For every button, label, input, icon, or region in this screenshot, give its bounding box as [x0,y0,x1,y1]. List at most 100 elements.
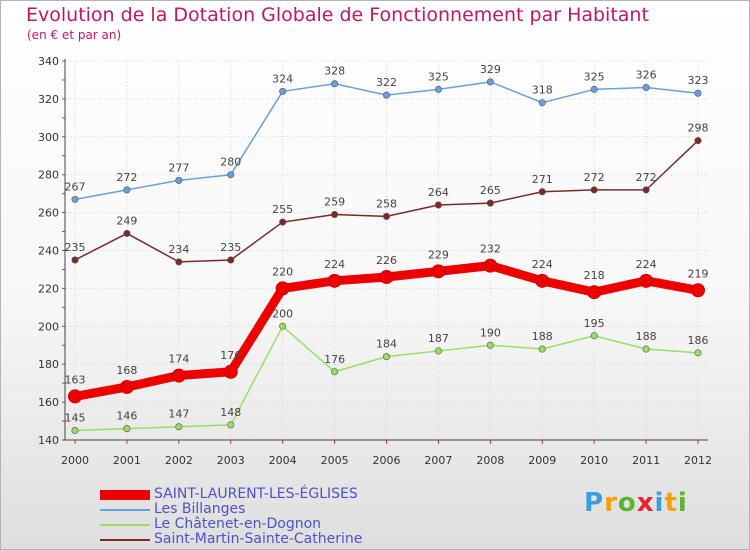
data-point [590,85,598,93]
data-point [434,201,442,209]
data-point [691,283,705,298]
data-label: 318 [532,84,553,97]
data-label: 176 [220,349,241,362]
x-tick-label: 2011 [632,454,660,467]
legend-swatch [100,539,150,541]
data-point [175,423,183,431]
data-point [227,421,235,429]
data-point [175,176,183,184]
legend-label: Saint-Martin-Sainte-Catherine [154,531,363,547]
x-tick-label: 2006 [373,454,401,467]
y-tick-label: 220 [38,282,59,295]
data-label: 188 [636,330,657,343]
x-tick-label: 2008 [476,454,504,467]
data-label: 326 [636,69,657,82]
data-label: 271 [532,173,553,186]
axes [62,59,708,444]
data-point [642,84,650,92]
data-label: 186 [688,334,709,347]
data-label: 272 [636,171,657,184]
data-label: 235 [65,241,86,254]
data-point [486,78,494,86]
x-tick-label: 2000 [61,454,89,467]
data-label: 329 [480,63,501,76]
data-point [331,368,339,376]
data-label: 280 [220,156,241,169]
data-point [275,281,290,296]
data-label: 322 [376,76,397,89]
x-tick-label: 2005 [321,454,349,467]
y-tick-label: 240 [38,245,59,258]
logo-letter: o [617,488,637,518]
x-tick-label: 2003 [217,454,245,467]
data-label: 325 [428,70,449,83]
grid-lines [65,60,708,441]
data-label: 195 [584,317,605,330]
y-tick-label: 180 [38,358,59,371]
data-label: 298 [688,122,709,135]
data-label: 163 [65,373,86,386]
data-label: 259 [324,195,345,208]
legend-label: Les Billanges [154,501,246,517]
data-label: 255 [272,203,293,216]
data-point [587,285,602,300]
data-label: 235 [220,241,241,254]
data-label: 190 [480,326,501,339]
legend-swatch [100,509,150,511]
data-label: 168 [116,364,137,377]
data-label: 229 [428,248,449,261]
legend-swatch [100,490,150,500]
data-label: 174 [168,353,189,366]
data-point [639,273,654,288]
data-label: 232 [480,243,501,256]
x-tick-label: 2001 [113,454,141,467]
data-point [379,270,394,285]
legend-label: SAINT-LAURENT-LES-ÉGLISES [154,486,358,502]
data-point [694,137,702,145]
data-point [382,212,390,220]
series-1: 267 272 277 280 324 328 322 325 329 318 325 326 323 [65,63,709,203]
x-tick-label: 2010 [580,454,608,467]
legend-label: Le Châtenet-en-Dognon [154,516,322,532]
logo-letter: t [664,488,678,518]
data-point [694,89,702,97]
data-point [535,273,550,288]
data-label: 323 [688,74,709,87]
data-point [590,186,598,194]
y-tick-label: 340 [38,55,59,68]
data-point [227,256,235,264]
data-point [119,379,134,394]
logo-letter: x [636,488,655,518]
logo-letter: P [584,488,605,518]
data-label: 188 [532,330,553,343]
data-label: 187 [428,332,449,345]
data-point [486,199,494,207]
data-point [538,188,546,196]
x-tick-label: 2007 [424,454,452,467]
data-point [694,349,702,357]
x-tick-label: 2009 [528,454,556,467]
x-tick-label: 2002 [165,454,193,467]
data-label: 325 [584,70,605,83]
data-point [382,353,390,361]
data-point [434,347,442,355]
data-label: 328 [324,65,345,78]
data-point [227,171,235,179]
data-point [590,332,598,340]
data-point [382,91,390,99]
data-label: 224 [324,258,345,271]
y-tick-label: 140 [38,434,59,447]
data-point [434,85,442,93]
data-label: 146 [116,410,137,423]
data-point [538,99,546,107]
y-tick-label: 320 [38,93,59,106]
data-label: 258 [376,197,397,210]
data-point [68,389,82,404]
data-point [279,87,287,95]
data-label: 147 [168,408,189,421]
data-point [642,186,650,194]
logo-letter: r [604,488,618,518]
chart-subtitle: (en € et par an) [27,28,122,42]
x-tick-label: 2012 [684,454,712,467]
data-label: 226 [376,254,397,267]
